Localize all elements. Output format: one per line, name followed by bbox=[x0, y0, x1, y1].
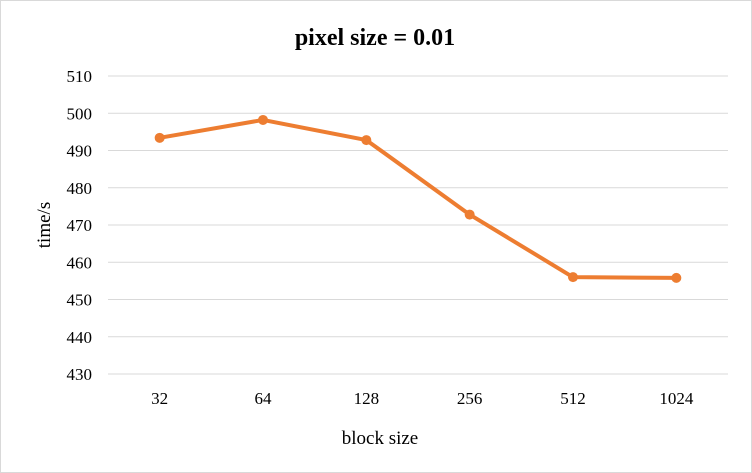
chart-title: pixel size = 0.01 bbox=[295, 25, 455, 51]
y-tick-label: 470 bbox=[67, 216, 93, 235]
y-tick-label: 460 bbox=[67, 253, 93, 272]
gridlines bbox=[108, 75, 728, 375]
y-tick-label: 430 bbox=[67, 365, 93, 384]
x-tick-label: 64 bbox=[255, 389, 273, 408]
x-tick-label: 256 bbox=[457, 389, 483, 408]
data-point-1024 bbox=[671, 272, 682, 283]
data-point-64 bbox=[258, 114, 268, 125]
y-tick-label: 500 bbox=[67, 104, 93, 123]
x-tick-label: 128 bbox=[354, 389, 380, 408]
y-tick-labels: 430 440 450 460 470 480 490 500 510 bbox=[67, 67, 93, 384]
y-tick-label: 450 bbox=[67, 291, 93, 310]
x-tick-label: 32 bbox=[151, 389, 168, 408]
x-tick-label: 512 bbox=[560, 389, 586, 408]
series-layer bbox=[154, 114, 682, 283]
x-axis-label: block size bbox=[342, 428, 419, 449]
y-tick-label: 510 bbox=[67, 67, 93, 86]
y-tick-label: 480 bbox=[67, 179, 93, 198]
y-tick-label: 440 bbox=[67, 328, 93, 347]
data-point-256 bbox=[464, 209, 475, 220]
series-line bbox=[157, 117, 679, 280]
x-tick-labels: 32 64 128 256 512 1024 bbox=[151, 389, 694, 408]
x-tick-label: 1024 bbox=[659, 389, 694, 408]
y-axis-label: time/s bbox=[34, 202, 55, 248]
y-tick-label: 490 bbox=[67, 142, 93, 161]
data-point-512 bbox=[568, 272, 578, 283]
data-point-32 bbox=[154, 132, 165, 143]
data-point-128 bbox=[361, 135, 372, 146]
